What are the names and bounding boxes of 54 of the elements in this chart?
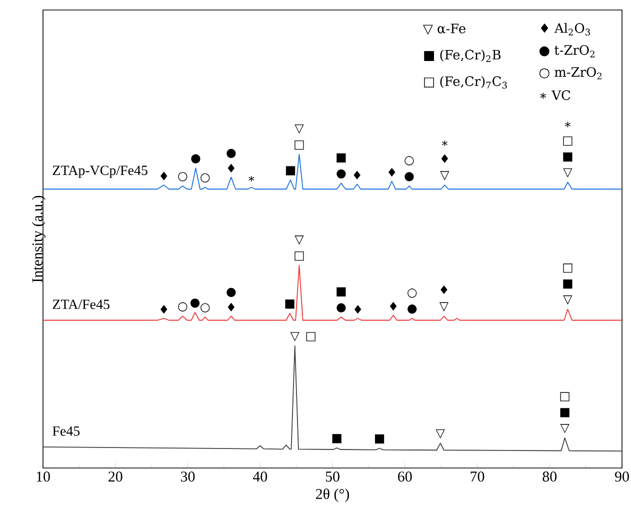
annotation: ○ [200, 173, 210, 183]
annotation: ▽ □ [294, 236, 304, 261]
text: ○ m-ZrO$_{2}$ [539, 67, 602, 80]
annotation: □ [306, 332, 316, 342]
x-tick-label: 10 [36, 472, 50, 482]
annotation: □ ■ ▽ [560, 392, 570, 434]
text: ■ (Fe,Cr)$_{2}$B [424, 50, 501, 62]
text: ● t-ZrO$_{2}$ [539, 45, 594, 58]
annotation: ♦ [160, 304, 168, 314]
annotation: ▽ □ [294, 124, 304, 150]
annotation: ● [190, 298, 200, 308]
text: ▽ α-Fe [422, 24, 466, 35]
series-label: Fe45 [52, 426, 80, 436]
annotation: ○ [178, 172, 188, 182]
annotation: ■ ● [336, 287, 346, 312]
x-axis-title: 2θ (°) [316, 488, 349, 502]
annotation: ■ [285, 299, 294, 309]
x-tick-label: 40 [252, 472, 268, 482]
x-tick-label: 60 [398, 472, 412, 482]
annotation: ♦ [160, 172, 168, 180]
annotation: ○ [178, 302, 188, 312]
annotation: ∗ [248, 176, 254, 182]
annotation: □ ■ ▽ [563, 264, 572, 305]
annotation: ∗ □ ■ ▽ [563, 122, 572, 178]
annotation: ▽ [290, 332, 300, 342]
series-label: ZTA/Fe45 [52, 300, 110, 310]
text: □ (Fe,Cr)$_{7}$C$_{3}$ [424, 76, 507, 89]
annotation: ■ [332, 434, 342, 444]
annotation: ■ [374, 434, 384, 444]
annotation: ○ [200, 303, 210, 312]
x-tick-label: 20 [108, 472, 122, 482]
text: ∗ VC [540, 90, 570, 100]
annotation: ○ ● [408, 288, 417, 314]
annotation: ∗ ♦ ▽ [440, 140, 450, 180]
annotation: ♦ ▽ [439, 285, 449, 312]
x-tick-label: 80 [542, 472, 557, 482]
x-tick-label: 50 [326, 472, 340, 482]
annotation: ■ [286, 166, 296, 176]
x-tick-label: 30 [180, 472, 195, 482]
annotation: ♦ [390, 302, 397, 311]
annotation: ▽ [436, 429, 445, 439]
x-tick-label: 70 [470, 472, 484, 482]
text: ♦ Al$_{2}$O$_{3}$ [540, 22, 590, 36]
x-tick-label: 90 [615, 472, 629, 482]
annotation: ● [191, 154, 200, 164]
annotation: ○ ● [404, 156, 414, 182]
annotation: ♦ [354, 170, 360, 180]
annotation: ● ♦ [226, 148, 236, 172]
annotation: ■ ● [336, 153, 346, 178]
annotation: ♦ [354, 304, 362, 314]
y-axis-title: Intensity (a.u.) [32, 196, 46, 282]
annotation: ● ♦ [226, 288, 236, 312]
annotation: ♦ [388, 168, 396, 177]
series-label: ZTAp-VCp/Fe45 [52, 166, 148, 178]
